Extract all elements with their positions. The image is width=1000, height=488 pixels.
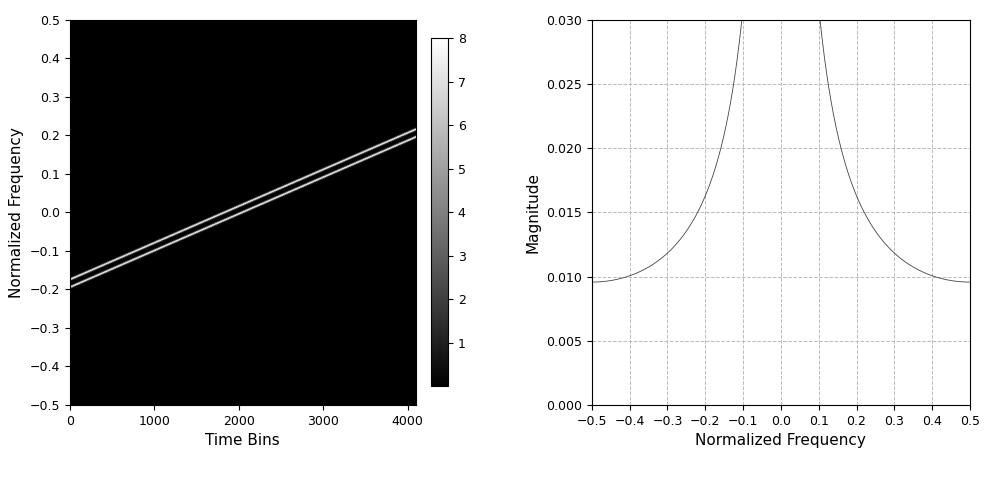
Y-axis label: Magnitude: Magnitude [526,172,541,253]
X-axis label: Normalized Frequency: Normalized Frequency [695,433,866,448]
X-axis label: Time Bins: Time Bins [205,433,280,448]
Y-axis label: Normalized Frequency: Normalized Frequency [9,127,24,298]
